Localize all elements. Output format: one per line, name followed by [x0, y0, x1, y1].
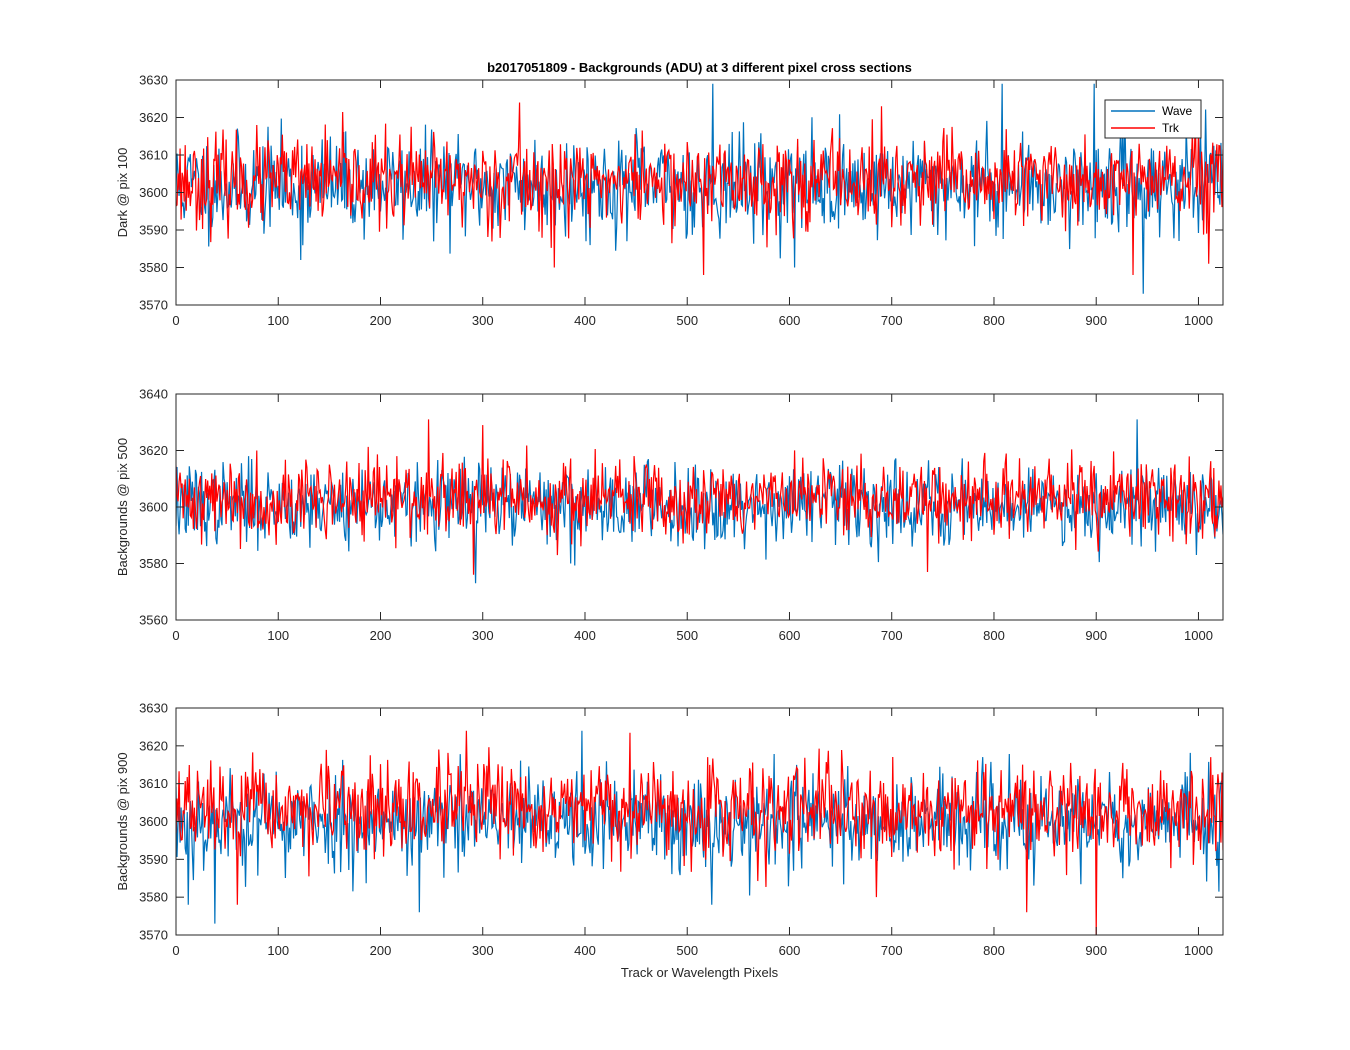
- subplot-3: 0 100 200 300 400 500 600 700 800 900 1000 3570 3580…: [115, 701, 1224, 980]
- subplot-1: 0 100 200 300 400 500 600 700 800 900 1000 3570 3580…: [115, 60, 1224, 328]
- x-tick-label: 400: [574, 313, 596, 328]
- x-tick-label: 600: [779, 628, 801, 643]
- y-tick-label: 3600: [139, 500, 168, 515]
- x-tick-label: 100: [267, 943, 289, 958]
- x-tick-label: 700: [881, 628, 903, 643]
- y-tick-label: 3580: [139, 260, 168, 275]
- y-tick-label: 3600: [139, 814, 168, 829]
- x-tick-label: 1000: [1184, 313, 1213, 328]
- x-tick-label: 300: [472, 628, 494, 643]
- series-line-red: [176, 730, 1223, 935]
- x-tick-label: 900: [1085, 943, 1107, 958]
- x-tick-label: 1000: [1184, 628, 1213, 643]
- x-tick-label: 200: [370, 313, 392, 328]
- y-tick-label: 3630: [139, 701, 168, 716]
- x-tick-label: 600: [779, 943, 801, 958]
- series-line-trk: [176, 102, 1223, 276]
- x-tick-label: 500: [676, 943, 698, 958]
- series-line-blue: [176, 419, 1223, 584]
- y-tick-label: 3640: [139, 387, 168, 402]
- x-tick-label: 500: [676, 628, 698, 643]
- y-tick-label: 3590: [139, 223, 168, 238]
- subplot-2: 0 100 200 300 400 500 600 700 800 900 1000 3560 3580…: [115, 387, 1224, 643]
- legend-label-trk: Trk: [1162, 121, 1180, 135]
- y-tick-label: 3580: [139, 890, 168, 905]
- y-tick-label: 3620: [139, 110, 168, 125]
- y-tick-label: 3620: [139, 443, 168, 458]
- x-tick-label: 300: [472, 943, 494, 958]
- x-tick-label: 200: [370, 628, 392, 643]
- x-tick-label: 500: [676, 313, 698, 328]
- y-axis-label: Dark @ pix 100: [115, 148, 130, 238]
- x-tick-label: 400: [574, 628, 596, 643]
- y-axis-label: Backgrounds @ pix 500: [115, 438, 130, 576]
- x-tick-label: 700: [881, 943, 903, 958]
- y-axis-label: Backgrounds @ pix 900: [115, 752, 130, 890]
- legend: Wave Trk: [1104, 99, 1202, 139]
- x-tick-label: 800: [983, 313, 1005, 328]
- y-tick-label: 3600: [139, 185, 168, 200]
- x-tick-label: 900: [1085, 313, 1107, 328]
- y-tick-label: 3620: [139, 738, 168, 753]
- x-tick-label: 900: [1085, 628, 1107, 643]
- series-line-blue: [176, 730, 1223, 924]
- x-tick-label: 400: [574, 943, 596, 958]
- y-tick-label: 3630: [139, 73, 168, 88]
- y-tick-label: 3590: [139, 852, 168, 867]
- x-tick-label: 200: [370, 943, 392, 958]
- legend-box: [1104, 99, 1202, 139]
- x-tick-label: 1000: [1184, 943, 1213, 958]
- x-tick-label: 300: [472, 313, 494, 328]
- x-tick-label: 0: [172, 628, 179, 643]
- x-tick-label: 800: [983, 628, 1005, 643]
- chart-title: b2017051809 - Backgrounds (ADU) at 3 dif…: [487, 60, 912, 75]
- x-tick-label: 600: [779, 313, 801, 328]
- x-axis-label: Track or Wavelength Pixels: [621, 965, 779, 980]
- x-tick-label: 700: [881, 313, 903, 328]
- y-tick-label: 3580: [139, 556, 168, 571]
- y-tick-label: 3570: [139, 298, 168, 313]
- legend-label-wave: Wave: [1162, 104, 1193, 118]
- y-tick-label: 3570: [139, 928, 168, 943]
- y-tick-label: 3610: [139, 148, 168, 163]
- x-tick-label: 0: [172, 943, 179, 958]
- x-tick-label: 0: [172, 313, 179, 328]
- x-tick-label: 100: [267, 628, 289, 643]
- series-line-red: [176, 419, 1223, 575]
- y-tick-label: 3610: [139, 776, 168, 791]
- x-tick-label: 800: [983, 943, 1005, 958]
- y-tick-label: 3560: [139, 613, 168, 628]
- x-tick-label: 100: [267, 313, 289, 328]
